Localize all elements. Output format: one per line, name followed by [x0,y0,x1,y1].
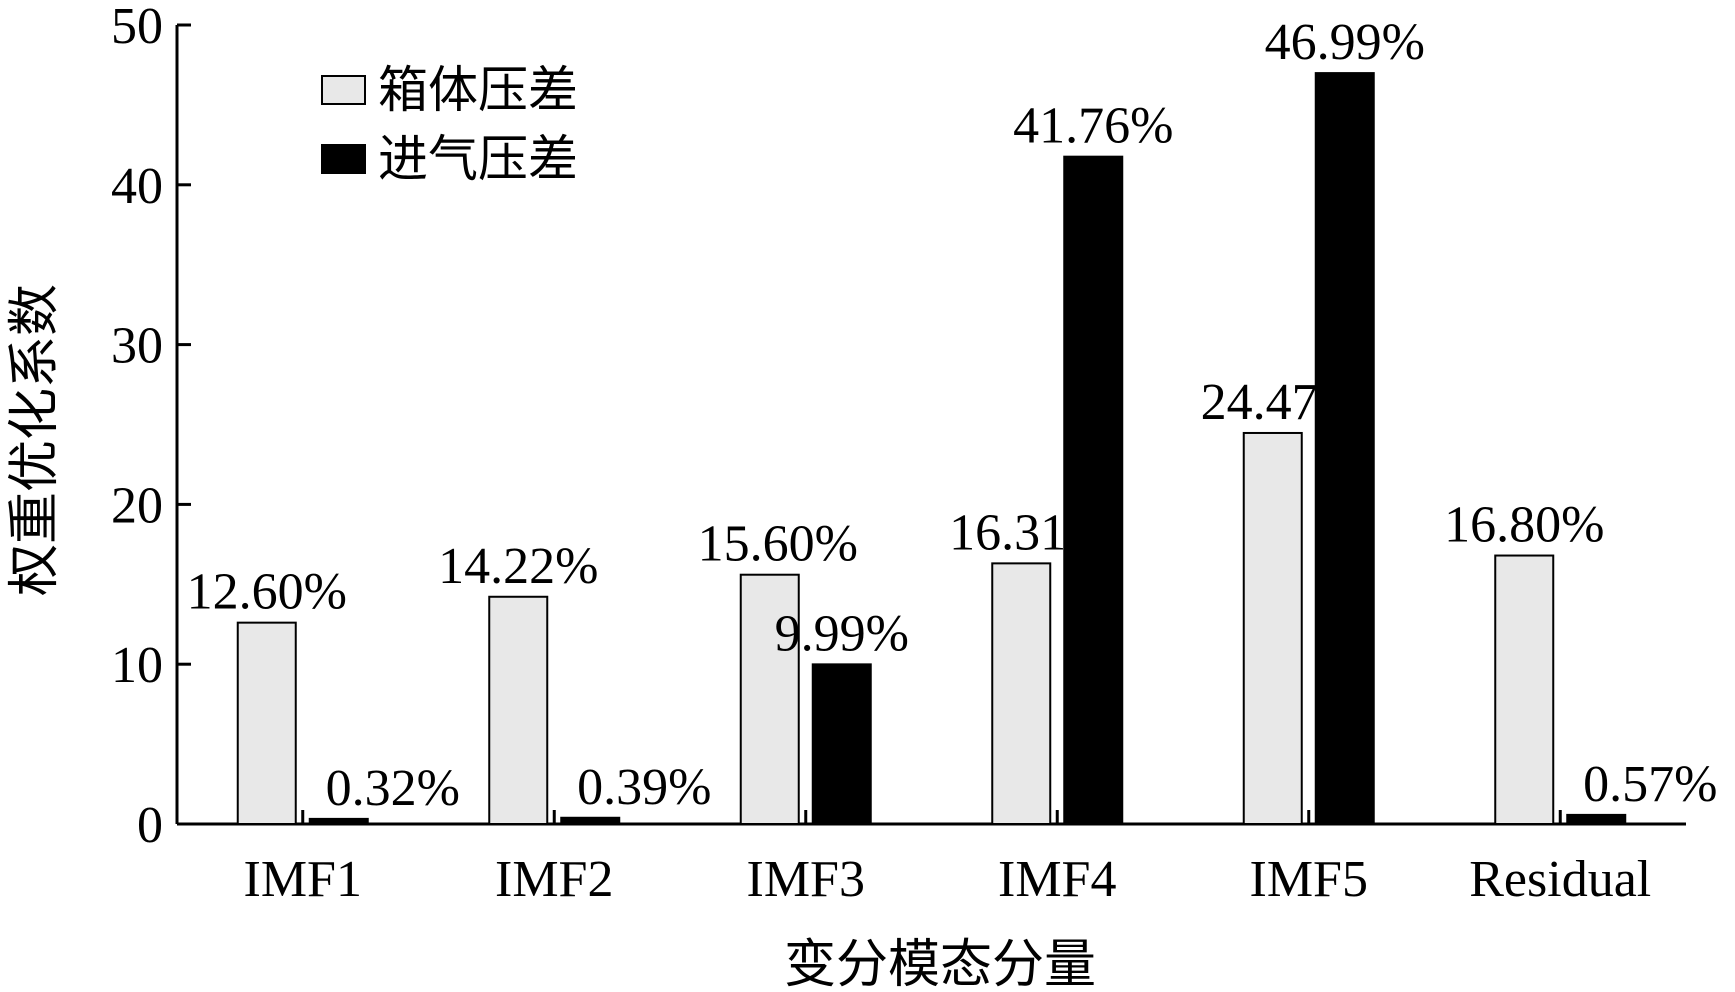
bar-series-1-imf2 [560,816,621,826]
data-label: 0.39% [577,759,711,816]
bar-series-1-residual [1566,813,1627,826]
bar-series-1-imf3 [811,663,872,825]
x-ticks: IMF1 IMF2 IMF3 IMF4 IMF5 Residual [244,810,1651,908]
data-label: 9.99% [775,605,909,662]
bars [236,72,1627,826]
data-label: 0.32% [326,760,460,817]
y-tick-label: 0 [137,797,163,854]
x-tick-label: IMF5 [1250,851,1368,908]
axes [175,25,1686,826]
bar-series-0-imf2 [488,595,549,825]
x-axis-title: 变分模态分量 [784,935,1096,992]
data-label: 16.31% [949,504,1109,561]
x-tick-label: IMF3 [747,851,865,908]
data-label: 15.60% [698,516,858,573]
legend-label-series-0: 箱体压差 [378,61,578,119]
bar-series-0-imf1 [236,621,297,825]
bar-series-1-imf5 [1314,72,1375,826]
bar-series-1-imf4 [1063,155,1124,826]
data-label: 16.80% [1444,497,1604,554]
x-tick-label: IMF1 [244,851,362,908]
y-tick-label: 30 [111,318,163,375]
y-tick-label: 50 [111,0,163,55]
bar-series-0-imf3 [739,573,800,825]
data-label: 0.57% [1583,756,1717,813]
bar-series-0-imf5 [1242,431,1303,825]
bar-series-0-residual [1494,554,1555,825]
data-label: 46.99% [1265,14,1425,71]
legend-swatch-series-1 [321,144,366,174]
x-tick-label: IMF4 [998,851,1116,908]
x-tick-label: Residual [1469,851,1651,908]
bar-series-1-imf1 [308,817,369,826]
y-tick-label: 10 [111,637,163,694]
legend: 箱体压差 进气压差 [321,61,578,188]
y-ticks: 0 10 20 30 40 50 [111,0,191,854]
legend-label-series-1: 进气压差 [378,130,578,188]
data-labels: 12.60% 0.32% 14.22% 0.39% 15.60% 9.99% 16.31% 4… [187,14,1718,817]
y-tick-label: 20 [111,477,163,534]
data-label: 24.47% [1201,374,1361,431]
data-label: 12.60% [187,564,347,621]
x-tick-label: IMF2 [495,851,613,908]
data-label: 14.22% [438,538,598,595]
y-axis-title: 权重优化系数 [5,284,65,596]
y-tick-label: 40 [111,158,163,215]
bar-series-0-imf4 [991,562,1052,825]
data-label: 41.76% [1013,98,1173,155]
legend-swatch-series-0 [321,75,366,105]
